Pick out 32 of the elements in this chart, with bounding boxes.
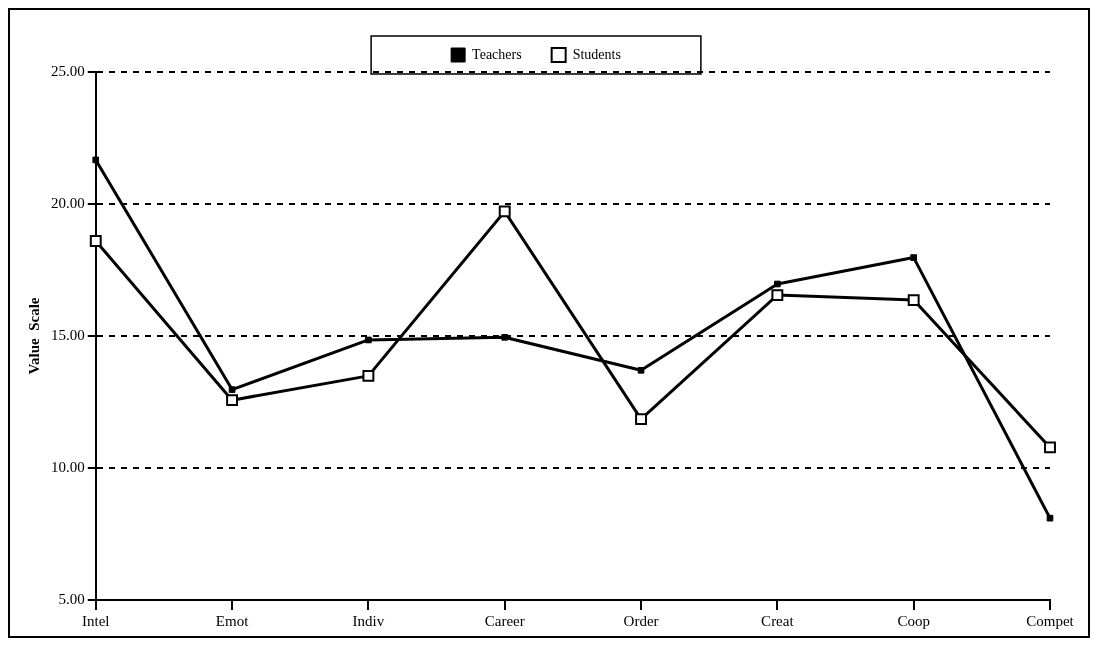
point [637,366,645,374]
point [226,394,239,407]
point [1046,514,1054,522]
point [228,386,236,393]
y-tick-label: 15.00 [51,326,85,343]
x-tick-label: Compet [1026,612,1075,629]
x-tick-label: Career [484,612,525,629]
point [910,254,918,261]
x-tick-label: Order [623,612,659,629]
point [774,280,781,288]
point [365,336,372,344]
y-tick-label: 25.00 [51,62,85,79]
y-tick-label: 10.00 [51,458,85,475]
point [92,156,100,164]
point [907,294,920,307]
x-tick-label: Indiv [352,612,385,629]
y-axis-title: Value Scale [25,297,42,375]
point [1044,441,1056,454]
legend-label: Teachers [472,46,522,62]
point [89,235,102,247]
y-tick-label: 5.00 [58,590,85,607]
point [498,205,511,218]
x-tick-label: Creat [761,612,795,629]
x-tick-label: Coop [897,612,930,629]
point [501,333,509,341]
legend-label: Students [572,46,621,62]
x-tick-label: Intel [82,612,110,629]
point [362,369,375,382]
y-tick-label: 20.00 [51,194,85,211]
point [771,289,784,302]
point [635,413,647,426]
x-tick-label: Emot [215,612,250,629]
